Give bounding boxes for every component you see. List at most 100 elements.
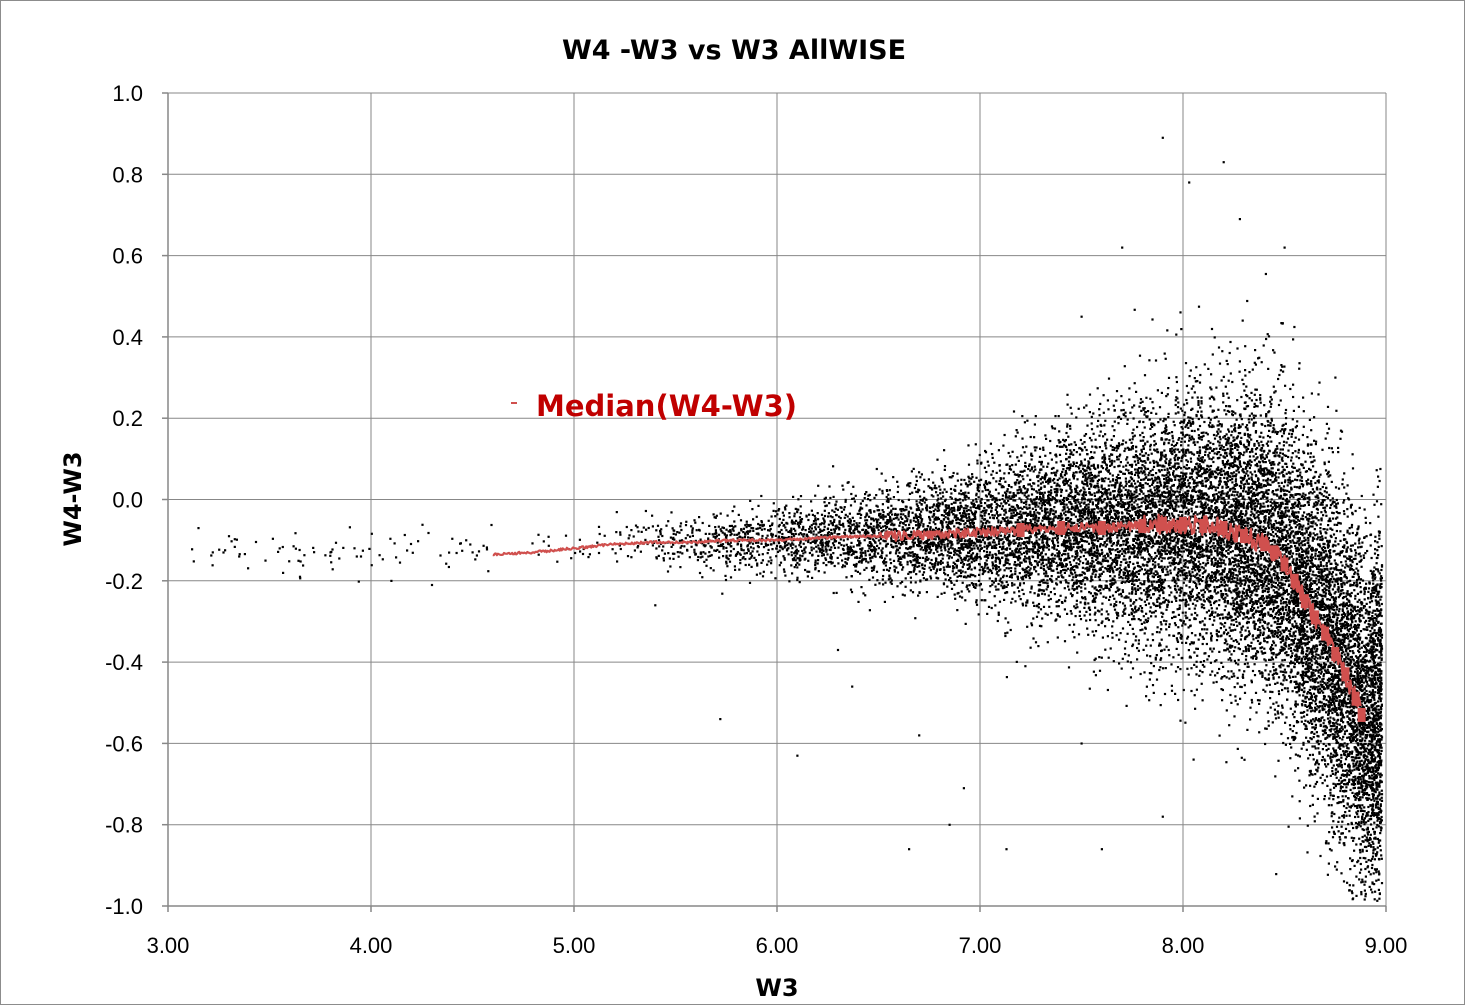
- scatter-point: [1001, 498, 1003, 500]
- scatter-point: [1265, 273, 1267, 275]
- scatter-point: [948, 548, 950, 550]
- scatter-point: [1186, 617, 1188, 619]
- scatter-point: [1292, 558, 1294, 560]
- scatter-point: [1201, 432, 1203, 434]
- scatter-point: [963, 523, 965, 525]
- scatter-point: [1056, 549, 1058, 551]
- scatter-point: [1055, 562, 1057, 564]
- scatter-point: [1306, 626, 1308, 628]
- scatter-point: [1065, 478, 1067, 480]
- scatter-point: [1185, 585, 1187, 587]
- scatter-point: [1278, 482, 1280, 484]
- scatter-point: [1322, 748, 1324, 750]
- scatter-point: [1107, 635, 1109, 637]
- scatter-point: [1054, 488, 1056, 490]
- scatter-point: [641, 531, 643, 533]
- scatter-point: [1018, 595, 1020, 597]
- scatter-point: [1329, 599, 1331, 601]
- scatter-point: [1193, 651, 1195, 653]
- scatter-point: [1143, 573, 1145, 575]
- scatter-point: [1240, 611, 1242, 613]
- scatter-point: [1274, 474, 1276, 476]
- scatter-point: [1333, 813, 1335, 815]
- scatter-point: [1363, 557, 1365, 559]
- scatter-point: [1276, 654, 1278, 656]
- scatter-point: [910, 581, 912, 583]
- scatter-point: [1179, 574, 1181, 576]
- scatter-point: [1274, 669, 1276, 671]
- scatter-point: [1302, 495, 1304, 497]
- scatter-point: [1371, 891, 1373, 893]
- scatter-point: [1237, 491, 1239, 493]
- scatter-point: [1299, 508, 1301, 510]
- scatter-point: [912, 591, 914, 593]
- scatter-point: [1262, 502, 1264, 504]
- scatter-point: [1171, 431, 1173, 433]
- scatter-point: [1345, 786, 1347, 788]
- scatter-point: [970, 509, 972, 511]
- scatter-point: [1149, 418, 1151, 420]
- scatter-point: [1214, 516, 1216, 518]
- scatter-point: [1336, 530, 1338, 532]
- scatter-point: [918, 471, 920, 473]
- scatter-point: [923, 491, 925, 493]
- scatter-point: [1241, 583, 1243, 585]
- scatter-point: [871, 567, 873, 569]
- scatter-point: [1099, 446, 1101, 448]
- scatter-point: [892, 508, 894, 510]
- scatter-point: [800, 505, 802, 507]
- scatter-point: [923, 571, 925, 573]
- scatter-point: [1376, 541, 1378, 543]
- scatter-point: [1123, 555, 1125, 557]
- scatter-point: [1000, 521, 1002, 523]
- scatter-point: [1186, 543, 1188, 545]
- scatter-point: [1199, 446, 1201, 448]
- scatter-point: [1228, 724, 1230, 726]
- scatter-point: [752, 550, 754, 552]
- scatter-point: [1155, 413, 1157, 415]
- scatter-point: [929, 567, 931, 569]
- scatter-point: [1341, 821, 1343, 823]
- scatter-point: [1142, 440, 1144, 442]
- scatter-point: [1267, 720, 1269, 722]
- scatter-point: [1025, 602, 1027, 604]
- scatter-point: [1113, 429, 1115, 431]
- scatter-point: [1017, 545, 1019, 547]
- scatter-point: [852, 486, 854, 488]
- scatter-point: [1175, 624, 1177, 626]
- scatter-point: [1316, 533, 1318, 535]
- scatter-point: [1133, 615, 1135, 617]
- scatter-point: [1127, 419, 1129, 421]
- scatter-point: [1211, 635, 1213, 637]
- scatter-point: [1116, 634, 1118, 636]
- scatter-point: [773, 502, 775, 504]
- scatter-point: [1358, 878, 1360, 880]
- scatter-point: [1349, 650, 1351, 652]
- scatter-point: [1274, 683, 1276, 685]
- scatter-point: [1235, 475, 1237, 477]
- scatter-point: [1307, 757, 1309, 759]
- scatter-point: [1242, 490, 1244, 492]
- scatter-point: [1250, 439, 1252, 441]
- scatter-point: [1311, 664, 1313, 666]
- scatter-point: [1380, 580, 1382, 582]
- scatter-point: [1147, 551, 1149, 553]
- scatter-point: [879, 522, 881, 524]
- scatter-point: [908, 524, 910, 526]
- scatter-point: [1223, 625, 1225, 627]
- scatter-point: [1144, 569, 1146, 571]
- scatter-point: [1165, 454, 1167, 456]
- scatter-point: [861, 562, 863, 564]
- scatter-point: [904, 520, 906, 522]
- scatter-point: [824, 571, 826, 573]
- scatter-point: [1346, 607, 1348, 609]
- scatter-point: [1201, 671, 1203, 673]
- scatter-point: [1284, 722, 1286, 724]
- scatter-point: [1151, 581, 1153, 583]
- scatter-point: [1049, 440, 1051, 442]
- scatter-point: [1173, 494, 1175, 496]
- scatter-point: [1251, 476, 1253, 478]
- scatter-point: [1027, 566, 1029, 568]
- scatter-point: [1233, 650, 1235, 652]
- scatter-point: [1045, 575, 1047, 577]
